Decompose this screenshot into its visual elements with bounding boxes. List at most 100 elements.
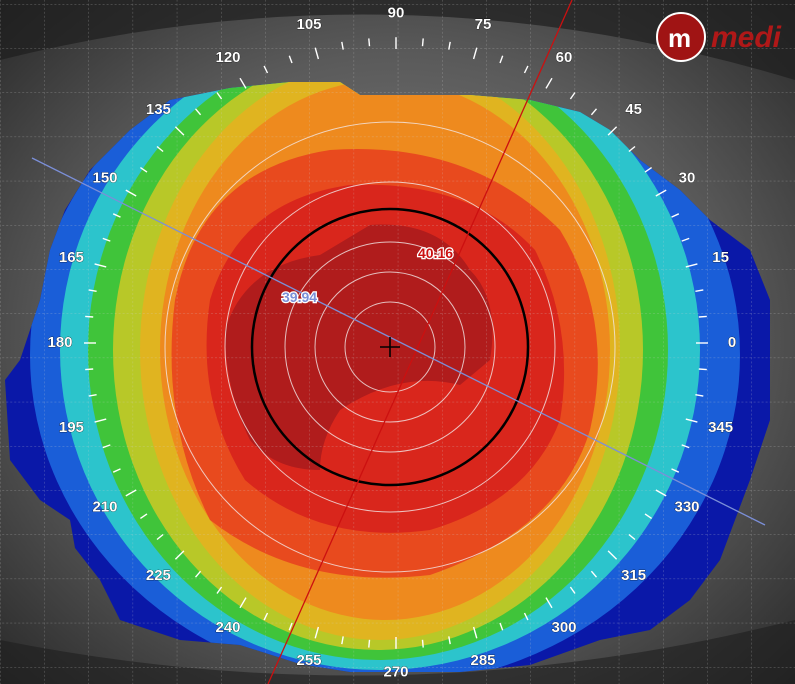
angle-label-240: 240: [215, 619, 240, 636]
angle-tick: [607, 126, 618, 136]
angle-tick: [698, 368, 707, 371]
angle-tick: [102, 444, 111, 449]
steep-meridian-line: [267, 0, 573, 684]
flat-k-value: 39.94: [282, 289, 317, 305]
angle-tick: [216, 92, 223, 100]
angle-tick: [523, 612, 529, 621]
angle-tick: [102, 237, 111, 242]
angle-tick: [671, 468, 680, 473]
angle-tick: [94, 418, 107, 423]
angle-label-30: 30: [679, 169, 696, 186]
angle-label-75: 75: [475, 16, 492, 33]
angle-tick: [112, 213, 121, 218]
angle-label-345: 345: [708, 419, 733, 436]
angle-tick: [341, 636, 344, 645]
angle-tick: [628, 533, 636, 541]
logo-mark: [656, 12, 706, 62]
angle-tick: [472, 626, 478, 639]
angle-label-135: 135: [146, 101, 171, 118]
angle-tick: [421, 38, 424, 47]
angle-tick: [194, 108, 202, 116]
angle-tick: [125, 489, 137, 497]
angle-tick: [499, 55, 504, 64]
angle-tick: [655, 189, 667, 197]
angle-tick: [288, 55, 293, 64]
angle-tick: [569, 586, 576, 594]
angle-tick: [695, 394, 704, 397]
angle-tick: [314, 47, 320, 60]
angle-tick: [368, 639, 371, 648]
angle-tick: [590, 570, 598, 578]
angle-label-210: 210: [92, 499, 117, 516]
pupil-circle: [250, 207, 530, 487]
angle-tick: [140, 167, 148, 173]
angle-tick: [698, 315, 707, 318]
steep-k-value: 40.16: [418, 245, 453, 261]
angle-tick: [671, 213, 680, 218]
angle-label-105: 105: [296, 16, 321, 33]
angle-tick: [695, 289, 704, 292]
angle-tick: [628, 145, 636, 153]
angle-tick: [341, 41, 344, 50]
angle-tick: [499, 622, 504, 631]
angle-label-195: 195: [59, 419, 84, 436]
brand-logo: m medi: [656, 12, 782, 62]
angle-label-315: 315: [621, 567, 646, 584]
angle-tick: [239, 77, 247, 89]
angle-tick: [545, 597, 553, 609]
angle-tick: [421, 639, 424, 648]
angle-tick: [112, 468, 121, 473]
angle-tick: [590, 108, 598, 116]
angle-tick: [448, 636, 451, 645]
angle-label-45: 45: [625, 101, 642, 118]
angle-label-330: 330: [674, 499, 699, 516]
angle-tick: [685, 263, 698, 268]
angle-tick: [85, 368, 94, 371]
angle-label-285: 285: [470, 652, 495, 669]
angle-label-165: 165: [59, 249, 84, 266]
angle-label-180: 180: [47, 334, 72, 351]
angle-label-255: 255: [296, 652, 321, 669]
angle-tick: [216, 586, 223, 594]
angle-tick: [644, 167, 652, 173]
center-crosshair: [380, 337, 400, 357]
angle-tick: [140, 513, 148, 519]
flat-meridian-line: [31, 157, 766, 526]
angle-label-15: 15: [712, 249, 729, 266]
angle-label-120: 120: [215, 49, 240, 66]
angle-tick: [85, 315, 94, 318]
angle-label-150: 150: [92, 169, 117, 186]
angle-label-270: 270: [383, 663, 408, 680]
reference-rings: [164, 121, 616, 573]
svg-text:m: m: [668, 23, 691, 53]
angle-tick: [194, 570, 202, 578]
angle-tick: [174, 550, 185, 560]
angle-tick: [239, 597, 247, 609]
angle-tick: [681, 444, 690, 449]
angle-label-225: 225: [146, 567, 171, 584]
angle-tick: [263, 612, 269, 621]
angle-label-0: 0: [728, 334, 736, 351]
angle-tick: [125, 189, 137, 197]
angle-tick: [472, 47, 478, 60]
angle-tick: [448, 41, 451, 50]
angle-tick: [288, 622, 293, 631]
logo-text: medi: [711, 21, 782, 54]
angle-tick: [368, 38, 371, 47]
angle-label-90: 90: [388, 5, 405, 22]
angle-tick: [569, 92, 576, 100]
angle-tick: [156, 145, 164, 153]
angle-tick: [607, 550, 618, 560]
angle-tick: [88, 394, 97, 397]
angle-label-60: 60: [556, 49, 573, 66]
angle-tick: [523, 65, 529, 74]
angle-ticks: [84, 37, 708, 649]
angle-tick: [263, 65, 269, 74]
angle-tick: [88, 289, 97, 292]
angle-tick: [94, 263, 107, 268]
angle-tick: [644, 513, 652, 519]
angle-tick: [681, 237, 690, 242]
angle-tick: [174, 126, 185, 136]
